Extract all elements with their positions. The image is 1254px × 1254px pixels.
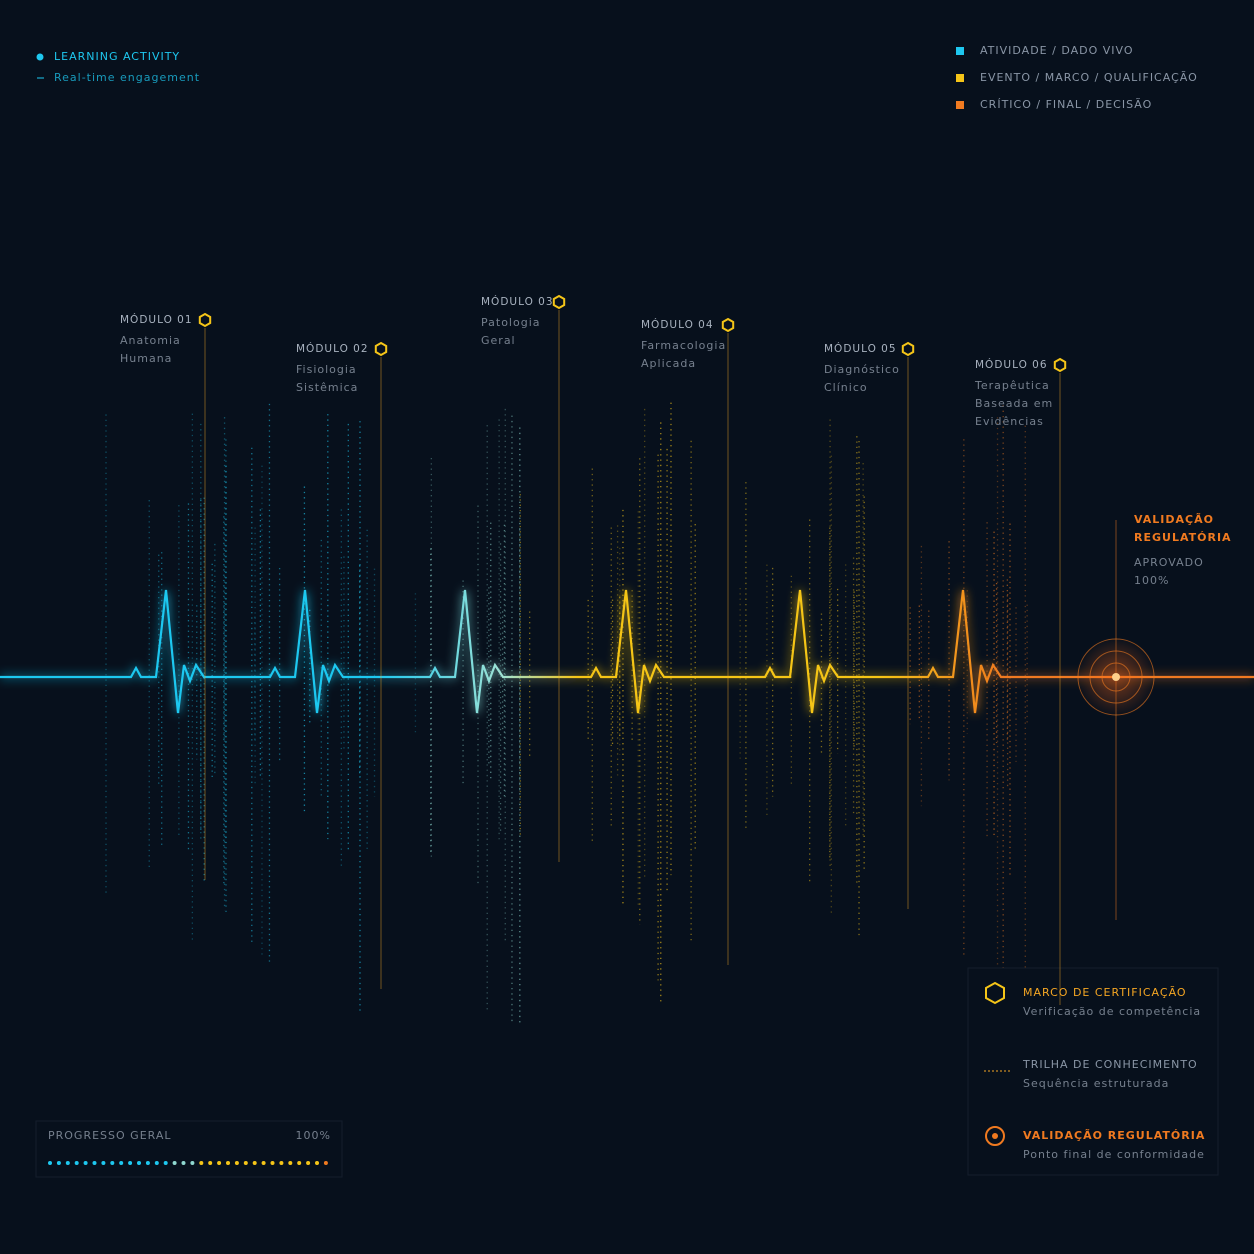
progress-dot — [119, 1161, 124, 1165]
progress-dot — [145, 1161, 150, 1165]
waveform — [0, 589, 1254, 714]
target-core — [1112, 673, 1120, 681]
decoration — [105, 402, 1028, 1025]
header-subtitle: Real-time engagement — [54, 71, 200, 84]
progress-dot — [252, 1161, 257, 1165]
module-name: Anatomia — [120, 334, 181, 347]
progress-box — [35, 1120, 343, 1178]
module-hex — [552, 294, 566, 310]
progress-dot — [110, 1161, 115, 1165]
key-target-icon — [985, 1126, 1005, 1146]
module-name: Diagnóstico — [824, 363, 900, 376]
legend-swatch — [956, 101, 964, 109]
validation-title: REGULATÓRIA — [1134, 531, 1232, 544]
target-ring — [1089, 650, 1143, 704]
progress-dot — [306, 1161, 311, 1165]
progress-dot — [172, 1161, 177, 1165]
module-label: MÓDULO 02 — [296, 342, 369, 355]
legend-label: CRÍTICO / FINAL / DECISÃO — [980, 98, 1152, 111]
validation-value: 100% — [1134, 574, 1169, 587]
progress-dot — [92, 1161, 97, 1165]
progress-dot — [226, 1161, 230, 1165]
module-name: Evidências — [975, 415, 1044, 428]
header-dot — [36, 53, 44, 61]
module-label: MÓDULO 01 — [120, 313, 193, 326]
module-hex — [721, 317, 735, 333]
progress-dot — [234, 1161, 239, 1165]
key-subtitle: Sequência estruturada — [1023, 1077, 1169, 1090]
module-name: Sistêmica — [296, 381, 358, 394]
key-panel: MARCO DE CERTIFICAÇÃO Verificação de com… — [967, 967, 1219, 1176]
progress-value: 100% — [296, 1129, 331, 1142]
progress-dot — [243, 1161, 248, 1165]
progress-dot — [65, 1161, 70, 1165]
module-label: MÓDULO 03 — [481, 295, 554, 308]
key-title: VALIDAÇÃO REGULATÓRIA — [1023, 1129, 1205, 1142]
module-hex — [1053, 357, 1067, 373]
progress-dot — [315, 1161, 319, 1165]
progress-dot — [163, 1161, 168, 1165]
module-name: Patologia — [481, 316, 541, 329]
progress-dot — [323, 1161, 328, 1165]
header-title: LEARNING ACTIVITY — [54, 50, 180, 63]
progress-dot — [181, 1161, 186, 1165]
progress-label: PROGRESSO GERAL — [48, 1129, 172, 1142]
progress-dot — [56, 1161, 61, 1165]
key-subtitle: Ponto final de conformidade — [1023, 1148, 1205, 1161]
module-label: MÓDULO 04 — [641, 318, 714, 331]
target-ring — [1077, 638, 1155, 716]
legend-swatch — [956, 74, 964, 82]
legend-label: EVENTO / MARCO / QUALIFICAÇÃO — [980, 71, 1198, 84]
validation-status: APROVADO — [1134, 556, 1204, 569]
key-title: TRILHA DE CONHECIMENTO — [1022, 1058, 1198, 1071]
module-label: MÓDULO 06 — [975, 358, 1048, 371]
module-name: Fisiologia — [296, 363, 357, 376]
module-name: Humana — [120, 352, 172, 365]
module-name: Clínico — [824, 381, 868, 394]
progress-dot — [128, 1161, 133, 1165]
key-title: MARCO DE CERTIFICAÇÃO — [1023, 986, 1187, 999]
progress-dot — [137, 1161, 141, 1165]
progress-dot — [270, 1161, 275, 1165]
target-ring — [1101, 662, 1131, 692]
key-subtitle: Verificação de competência — [1023, 1005, 1201, 1018]
legend-swatch — [956, 47, 964, 55]
module-name: Geral — [481, 334, 516, 347]
module-hex — [374, 341, 388, 357]
module-name: Aplicada — [641, 357, 696, 370]
progress-dot — [154, 1161, 159, 1165]
progress-dot — [288, 1161, 293, 1165]
validation-title: VALIDAÇÃO — [1134, 513, 1214, 526]
progress-dot — [48, 1161, 52, 1165]
progress-dot — [279, 1161, 284, 1165]
progress-dot — [101, 1161, 106, 1165]
module-name: Farmacologia — [641, 339, 726, 352]
progress-dot — [217, 1161, 222, 1165]
progress-dot — [83, 1161, 88, 1165]
progress-dot — [208, 1161, 213, 1165]
module-name: Baseada em — [975, 397, 1053, 410]
module-hex — [901, 341, 915, 357]
legend-label: ATIVIDADE / DADO VIVO — [980, 44, 1134, 57]
module-label: MÓDULO 05 — [824, 342, 897, 355]
key-hex-icon — [985, 981, 1005, 1005]
progress-dot — [74, 1161, 79, 1165]
module-hex — [198, 312, 212, 328]
progress-dot — [297, 1161, 302, 1165]
progress-dot — [190, 1161, 195, 1165]
module-name: Terapêutica — [974, 379, 1050, 392]
progress-dot — [261, 1161, 266, 1165]
progress-dot — [199, 1161, 204, 1165]
key-target-icon — [992, 1133, 998, 1139]
